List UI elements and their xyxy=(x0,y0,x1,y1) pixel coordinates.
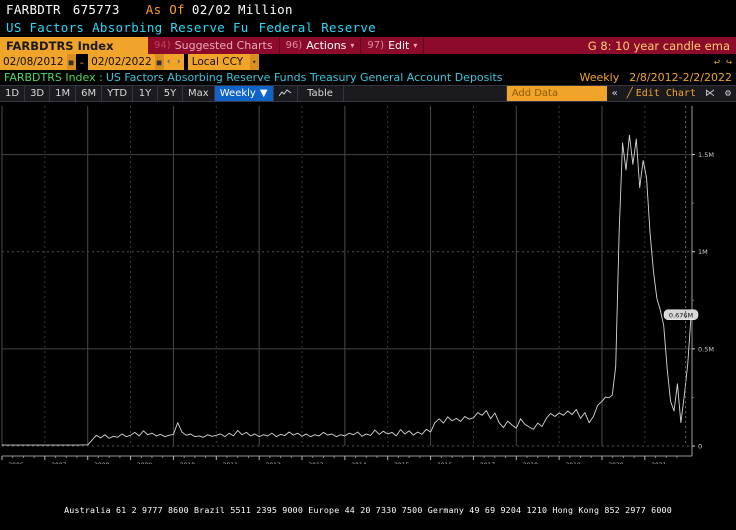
period-button-6m[interactable]: 6M xyxy=(76,86,103,101)
currency-chevron-down-icon[interactable]: ▾ xyxy=(249,54,259,70)
chart-title-row: FARBDTRS Index : US Factors Absorbing Re… xyxy=(0,70,736,85)
prev-period-button[interactable]: ‹ xyxy=(163,54,174,70)
gear-icon[interactable]: ⚙ xyxy=(724,88,731,99)
actions-label: Actions xyxy=(306,39,347,52)
date-range-row: 02/08/2012 ■ - 02/02/2022 ■ ‹ › Local CC… xyxy=(0,54,736,70)
security-description-row: US Factors Absorbing Reserve Fu Federal … xyxy=(0,18,736,37)
chart-toolbar: 1D 3D 1M 6M YTD 1Y 5Y Max Weekly ▼ Table… xyxy=(0,85,736,102)
svg-text:2011: 2011 xyxy=(223,462,238,464)
security-price: 675773 xyxy=(72,1,120,17)
footer-contacts: Australia 61 2 9777 8600 Brazil 5511 239… xyxy=(0,484,736,530)
svg-text:2017: 2017 xyxy=(480,462,495,464)
period-button-ytd[interactable]: YTD xyxy=(102,86,134,101)
toolbar-right-actions: « ╱ Edit Chart ⋉ ⚙ xyxy=(607,86,736,101)
undo-icon[interactable]: ↩ xyxy=(713,56,720,68)
toolbar-spacer xyxy=(344,86,507,101)
price-unit: Million xyxy=(238,1,293,17)
svg-text:2010: 2010 xyxy=(180,462,195,464)
edit-chart-button[interactable]: ╱ Edit Chart xyxy=(623,86,700,101)
footer-line-1: Australia 61 2 9777 8600 Brazil 5511 239… xyxy=(64,505,672,515)
chart-title-meta: Weekly 2/8/2012-2/2/2022 xyxy=(580,71,736,84)
svg-text:2021: 2021 xyxy=(651,462,666,464)
chart-area[interactable]: 0 0.5M 1M 1.5M 2006 2007 2008 2009 2010 2011 2012 2… xyxy=(0,102,736,464)
chart-title-description: US Factors Absorbing Reserve Funds Treas… xyxy=(105,71,503,84)
currency-select[interactable]: Local CCY xyxy=(187,54,250,70)
svg-text:1M: 1M xyxy=(698,248,708,256)
next-period-button[interactable]: › xyxy=(173,54,184,70)
table-view-button[interactable]: Table xyxy=(298,86,344,101)
line-chart-icon[interactable] xyxy=(274,86,298,101)
start-date-calendar-icon[interactable]: ■ xyxy=(66,54,76,70)
as-of-label: As Of xyxy=(145,1,185,17)
chart-preset-label: G 8: 10 year candle ema xyxy=(587,38,730,53)
chart-svg[interactable]: 0 0.5M 1M 1.5M 2006 2007 2008 2009 2010 2011 2012 2… xyxy=(0,102,736,464)
actions-number: 96) xyxy=(285,40,303,51)
period-button-1d[interactable]: 1D xyxy=(0,86,26,101)
security-issuer: Federal Reserve xyxy=(258,20,376,35)
security-header: FARBDTR 675773 As Of 02/02 Million xyxy=(0,0,736,18)
end-date-calendar-icon[interactable]: ■ xyxy=(154,54,164,70)
chart-range-label: 2/8/2012-2/2/2022 xyxy=(629,71,732,84)
svg-text:2013: 2013 xyxy=(308,462,323,464)
svg-text:0: 0 xyxy=(698,443,702,451)
period-button-3d[interactable]: 3D xyxy=(25,86,51,101)
pencil-icon: ╱ xyxy=(626,88,633,99)
svg-text:2006: 2006 xyxy=(8,462,23,464)
svg-text:2014: 2014 xyxy=(351,462,366,464)
svg-text:2007: 2007 xyxy=(51,462,66,464)
svg-text:1.5M: 1.5M xyxy=(698,151,714,159)
as-of-date: 02/02 xyxy=(191,1,232,17)
chart-title-id: FARBDTRS Index : xyxy=(4,71,103,84)
period-button-1m[interactable]: 1M xyxy=(50,86,77,101)
svg-text:2016: 2016 xyxy=(437,462,452,464)
edit-chevron-down-icon: ▾ xyxy=(413,41,418,50)
chart-frequency-label: Weekly xyxy=(579,71,620,84)
svg-text:0.676M: 0.676M xyxy=(669,311,693,319)
svg-text:2019: 2019 xyxy=(566,462,581,464)
edit-button[interactable]: 97) Edit ▾ xyxy=(361,37,425,54)
svg-text:2008: 2008 xyxy=(94,462,109,464)
edit-chart-label: Edit Chart xyxy=(635,88,696,99)
svg-text:2012: 2012 xyxy=(266,462,281,464)
frequency-select[interactable]: Weekly ▼ xyxy=(214,86,274,101)
edit-label: Edit xyxy=(388,39,410,52)
frequency-value: Weekly xyxy=(219,88,256,99)
svg-text:2018: 2018 xyxy=(523,462,538,464)
ticker-input[interactable]: FARBDTRS Index xyxy=(0,37,148,54)
command-bar: FARBDTRS Index 94) Suggested Charts 96) … xyxy=(0,37,736,54)
actions-button[interactable]: 96) Actions ▾ xyxy=(280,37,362,54)
svg-text:0.5M: 0.5M xyxy=(698,345,714,353)
security-ticker: FARBDTR xyxy=(6,1,61,17)
security-description: US Factors Absorbing Reserve Fu xyxy=(6,20,249,35)
period-button-max[interactable]: Max xyxy=(183,86,215,101)
suggested-charts-number: 94) xyxy=(154,40,171,51)
actions-chevron-down-icon: ▾ xyxy=(350,41,355,50)
annotate-icon[interactable]: ⋉ xyxy=(704,88,715,99)
suggested-charts-button[interactable]: 94) Suggested Charts xyxy=(148,37,280,54)
period-button-5y[interactable]: 5Y xyxy=(158,86,184,101)
add-data-input[interactable]: Add Data xyxy=(506,86,607,101)
svg-text:2009: 2009 xyxy=(137,462,152,464)
svg-text:2020: 2020 xyxy=(608,462,623,464)
date-row-actions: ↩ ↪ xyxy=(714,54,736,70)
edit-number: 97) xyxy=(367,40,385,51)
collapse-icon[interactable]: « xyxy=(611,88,618,99)
suggested-charts-label: Suggested Charts xyxy=(174,39,273,52)
redo-icon[interactable]: ↪ xyxy=(725,56,732,68)
date-range-dash: - xyxy=(78,55,86,69)
start-date-input[interactable]: 02/08/2012 xyxy=(0,54,67,70)
frequency-chevron-down-icon: ▼ xyxy=(259,88,268,99)
period-button-1y[interactable]: 1Y xyxy=(133,86,159,101)
svg-text:2015: 2015 xyxy=(394,462,409,464)
end-date-input[interactable]: 02/02/2022 xyxy=(88,54,155,70)
